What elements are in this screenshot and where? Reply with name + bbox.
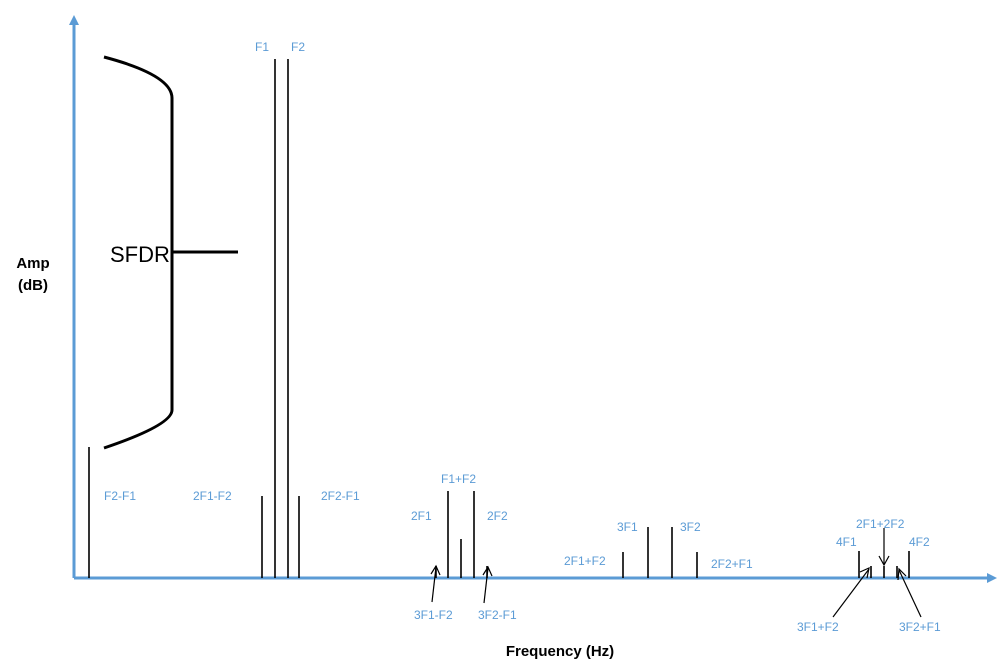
label-2f1: 2F1 [411,509,432,523]
label-2f2-minus-f1: 2F2-F1 [321,489,360,503]
arrow-3f2-minus-f1 [482,565,493,604]
label-3f1-plus-f2: 3F1+F2 [797,620,839,634]
arrow-3f1-plus-f2 [832,566,870,618]
label-4f1: 4F1 [836,535,857,549]
label-3f1: 3F1 [617,520,638,534]
arrow-3f2-plus-f1 [897,567,922,618]
label-3f2: 3F2 [680,520,701,534]
label-3f2-minus-f1: 3F2-F1 [478,608,517,622]
label-2f1-minus-f2: 2F1-F2 [193,489,232,503]
label-2f1-plus-f2: 2F1+F2 [564,554,606,568]
y-axis-label-line2: (dB) [18,277,48,294]
label-3f1-minus-f2: 3F1-F2 [414,608,453,622]
arrow-3f1-minus-f2 [430,564,441,603]
label-f2: F2 [291,40,305,54]
label-2f2-plus-f1: 2F2+F1 [711,557,753,571]
label-f2-minus-f1: F2-F1 [104,489,136,503]
sfdr-label: SFDR [110,242,170,267]
sfdr-bracket [103,55,174,450]
y-axis-label-line1: Amp [16,255,49,272]
arrow-2f1-plus-2f2 [878,528,890,567]
label-f1: F1 [255,40,269,54]
label-4f2: 4F2 [909,535,930,549]
label-2f1-plus-2f2: 2F1+2F2 [856,517,905,531]
label-3f2-plus-f1: 3F2+F1 [899,620,941,634]
x-axis-label: Frequency (Hz) [506,643,614,660]
label-f1-plus-f2: F1+F2 [441,472,476,486]
label-2f2: 2F2 [487,509,508,523]
